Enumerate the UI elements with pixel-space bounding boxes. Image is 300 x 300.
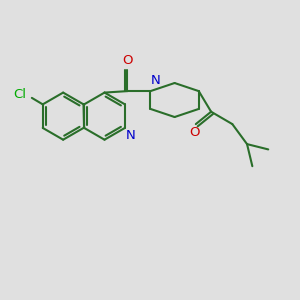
Text: O: O xyxy=(122,54,133,67)
Text: N: N xyxy=(151,74,161,87)
Text: O: O xyxy=(189,126,200,140)
Text: Cl: Cl xyxy=(14,88,26,101)
Text: N: N xyxy=(126,129,136,142)
